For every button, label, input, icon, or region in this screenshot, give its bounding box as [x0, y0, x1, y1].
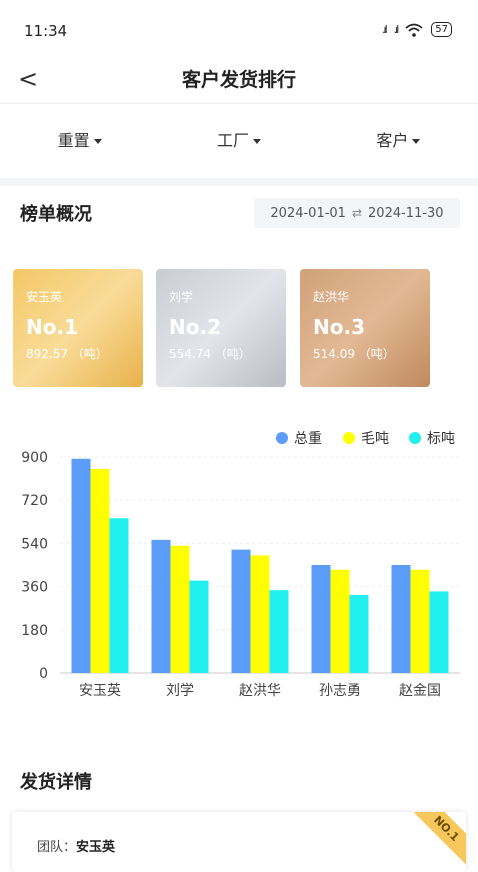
- x-tick-label: 安玉英: [79, 682, 121, 699]
- bar[interactable]: [311, 565, 331, 673]
- overview-title: 榜单概况: [20, 204, 92, 225]
- x-tick-label: 孙志勇: [319, 683, 361, 699]
- legend-label: 毛吨: [361, 431, 389, 447]
- team-row: 团队：安玉英: [37, 836, 115, 855]
- y-tick-label: 360: [21, 580, 48, 596]
- rank-number: No.1: [26, 315, 78, 339]
- legend-label: 总重: [294, 431, 322, 447]
- team-label: 团队：: [37, 840, 77, 855]
- rank-name: 刘学: [169, 290, 194, 304]
- caret-down-icon: [412, 139, 421, 144]
- rank-number: No.3: [313, 315, 365, 339]
- bar[interactable]: [269, 590, 289, 673]
- detail-card[interactable]: 团队：安玉英 NO.1: [12, 812, 466, 872]
- details-title: 发货详情: [20, 772, 92, 793]
- rank-card-1[interactable]: 安玉英 No.1 892.57 （吨）: [13, 269, 143, 387]
- rank-number: No.2: [169, 315, 221, 339]
- y-tick-label: 720: [21, 493, 48, 509]
- status-bar: 11:34 .ıl .ıl 57: [0, 0, 478, 60]
- start-date: 2024-01-01: [270, 205, 346, 221]
- bar[interactable]: [71, 458, 91, 673]
- bar[interactable]: [170, 545, 190, 673]
- filter-customer[interactable]: 客户: [319, 104, 478, 178]
- bar[interactable]: [109, 518, 129, 673]
- bar-chart: 0 180 360 540 720 900 安玉英 刘学 赵洪华 孙志勇 赵金国: [21, 450, 460, 699]
- y-tick-label: 540: [21, 536, 48, 552]
- section-divider: [0, 178, 478, 186]
- y-tick-label: 900: [21, 450, 48, 466]
- rank-value: 554.74 （吨）: [169, 347, 251, 361]
- bar[interactable]: [330, 569, 350, 673]
- x-tick-label: 赵洪华: [239, 683, 281, 699]
- nav-bar: < 客户发货排行: [0, 55, 478, 104]
- rank-value: 892.57 （吨）: [26, 347, 108, 361]
- status-time: 11:34: [24, 22, 68, 40]
- y-tick-label: 0: [39, 666, 48, 682]
- bar[interactable]: [429, 591, 449, 673]
- y-tick-label: 180: [21, 623, 48, 639]
- filter-bar: 重置 工厂 客户: [0, 104, 478, 178]
- filter-reset-label: 重置: [57, 131, 90, 150]
- bar[interactable]: [90, 469, 110, 673]
- end-date: 2024-11-30: [368, 205, 444, 221]
- legend-standard[interactable]: 标吨: [409, 428, 455, 448]
- wifi-icon: [405, 23, 423, 37]
- bar[interactable]: [250, 555, 270, 673]
- date-range-picker[interactable]: 2024-01-01 ⇄ 2024-11-30: [254, 198, 460, 228]
- bar[interactable]: [349, 595, 369, 673]
- filter-customer-label: 客户: [376, 131, 409, 150]
- rank-name: 赵洪华: [313, 290, 350, 304]
- rank-card-2[interactable]: 刘学 No.2 554.74 （吨）: [156, 269, 286, 387]
- battery-icon: 57: [431, 22, 452, 37]
- legend-label: 标吨: [427, 431, 455, 447]
- rank-badge: NO.1: [409, 812, 466, 866]
- bar[interactable]: [410, 569, 430, 673]
- filter-factory-label: 工厂: [216, 131, 249, 150]
- team-value: 安玉英: [76, 840, 116, 855]
- bar[interactable]: [189, 580, 209, 673]
- bar[interactable]: [151, 539, 171, 673]
- signal-icon: .ıl: [382, 23, 387, 36]
- swap-icon: ⇄: [351, 206, 363, 220]
- legend-total[interactable]: 总重: [276, 428, 322, 448]
- legend-dot: [409, 432, 421, 444]
- caret-down-icon: [253, 139, 261, 144]
- bar[interactable]: [231, 549, 251, 673]
- filter-reset[interactable]: 重置: [0, 104, 159, 178]
- legend-dot: [276, 432, 288, 444]
- rank-name: 安玉英: [26, 290, 63, 304]
- bar[interactable]: [391, 565, 411, 673]
- filter-factory[interactable]: 工厂: [159, 104, 318, 178]
- rank-value: 514.09 （吨）: [313, 347, 395, 361]
- legend-dot: [343, 432, 355, 444]
- legend-gross[interactable]: 毛吨: [343, 428, 389, 448]
- x-tick-label: 赵金国: [399, 683, 441, 699]
- status-icons: .ıl .ıl 57: [382, 22, 452, 37]
- rank-card-3[interactable]: 赵洪华 No.3 514.09 （吨）: [300, 269, 430, 387]
- page-title: 客户发货排行: [181, 69, 296, 91]
- caret-down-icon: [93, 139, 102, 144]
- back-icon[interactable]: <: [18, 65, 39, 93]
- signal-icon-2: .ıl: [393, 23, 399, 36]
- x-tick-label: 刘学: [166, 683, 194, 699]
